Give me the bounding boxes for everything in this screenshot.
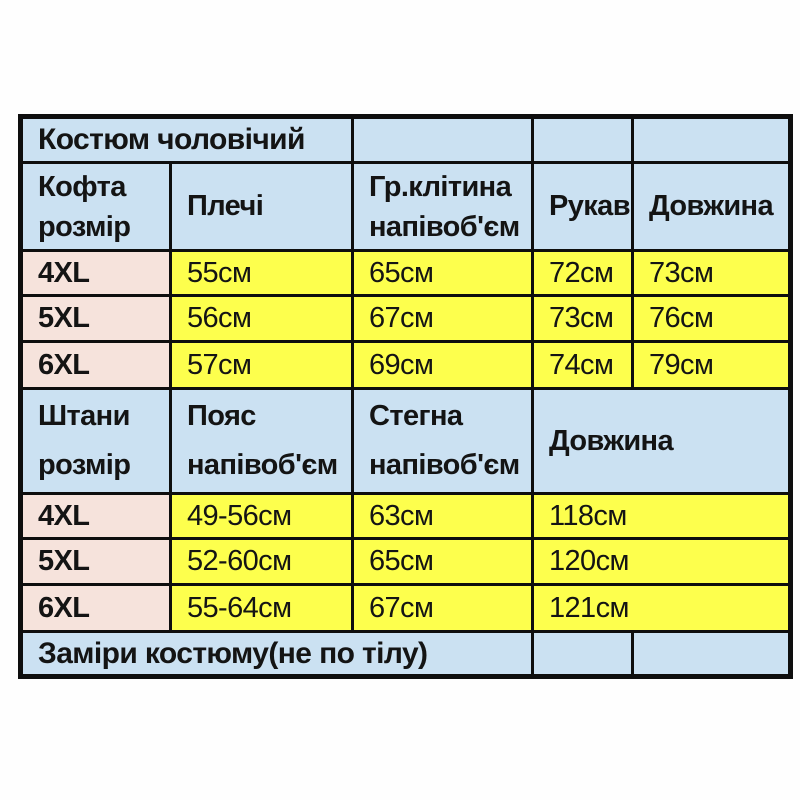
empty-cell [531,115,634,164]
sleeve-header: Рукав [531,161,634,252]
pants-row-5xl: 5XL 52-60см 65см 120см [19,537,792,586]
size-cell: 5XL [19,294,172,343]
empty-cell [351,115,534,164]
jacket-size-header-line2: розмір [38,210,131,243]
chest-cell: 69см [351,340,534,390]
waist-header-line1: Пояс [187,400,256,432]
shoulders-cell: 55см [169,249,354,297]
chest-cell: 67см [351,294,534,343]
shoulders-header: Плечі [169,161,354,252]
pants-size-header-line2: розмір [38,449,131,481]
waist-cell: 49-56см [169,492,354,540]
footer-row: Заміри костюму(не по тілу) [19,630,792,678]
chest-header: Гр.клітина напівоб'єм [351,161,534,252]
size-cell: 6XL [19,340,172,390]
hips-cell: 65см [351,537,534,586]
pants-row-4xl: 4XL 49-56см 63см 118см [19,492,792,540]
pants-size-header: Штани розмір [19,387,172,495]
length-cell: 76см [631,294,792,343]
chest-cell: 65см [351,249,534,297]
hips-cell: 63см [351,492,534,540]
size-cell: 6XL [19,583,172,633]
table-title: Костюм чоловічий [19,115,354,164]
pants-header-row: Штани розмір Пояс напівоб'єм Стегна напі… [19,387,792,495]
hips-cell: 67см [351,583,534,633]
length-cell: 73см [631,249,792,297]
length-cell: 79см [631,340,792,390]
size-cell: 5XL [19,537,172,586]
waist-header-line2: напівоб'єм [187,449,338,481]
shoulders-cell: 57см [169,340,354,390]
shoulders-cell: 56см [169,294,354,343]
empty-cell [631,115,792,164]
pants-length-header: Довжина [531,387,792,495]
jacket-row-4xl: 4XL 55см 65см 72см 73см [19,249,792,297]
empty-cell [631,630,792,678]
hips-header: Стегна напівоб'єм [351,387,534,495]
sleeve-cell: 72см [531,249,634,297]
length-cell: 121см [531,583,792,633]
waist-cell: 55-64см [169,583,354,633]
length-header: Довжина [631,161,792,252]
length-cell: 120см [531,537,792,586]
jacket-size-header-line1: Кофта [38,170,126,203]
waist-header: Пояс напівоб'єм [169,387,354,495]
sleeve-cell: 74см [531,340,634,390]
sleeve-cell: 73см [531,294,634,343]
length-cell: 118см [531,492,792,540]
size-cell: 4XL [19,249,172,297]
footer-note: Заміри костюму(не по тілу) [19,630,534,678]
jacket-row-5xl: 5XL 56см 67см 73см 76см [19,294,792,343]
jacket-header-row: Кофта розмір Плечі Гр.клітина напівоб'єм… [19,161,792,252]
hips-header-line2: напівоб'єм [369,449,520,481]
chest-header-line1: Гр.клітина [369,170,512,203]
hips-header-line1: Стегна [369,400,463,432]
waist-cell: 52-60см [169,537,354,586]
jacket-row-6xl: 6XL 57см 69см 74см 79см [19,340,792,390]
size-cell: 4XL [19,492,172,540]
chest-header-line2: напівоб'єм [369,210,520,243]
pants-size-header-line1: Штани [38,400,130,432]
size-chart-table: Костюм чоловічий Кофта розмір Плечі Гр.к… [18,114,793,679]
title-row: Костюм чоловічий [19,115,792,164]
pants-row-6xl: 6XL 55-64см 67см 121см [19,583,792,633]
empty-cell [531,630,634,678]
jacket-size-header: Кофта розмір [19,161,172,252]
